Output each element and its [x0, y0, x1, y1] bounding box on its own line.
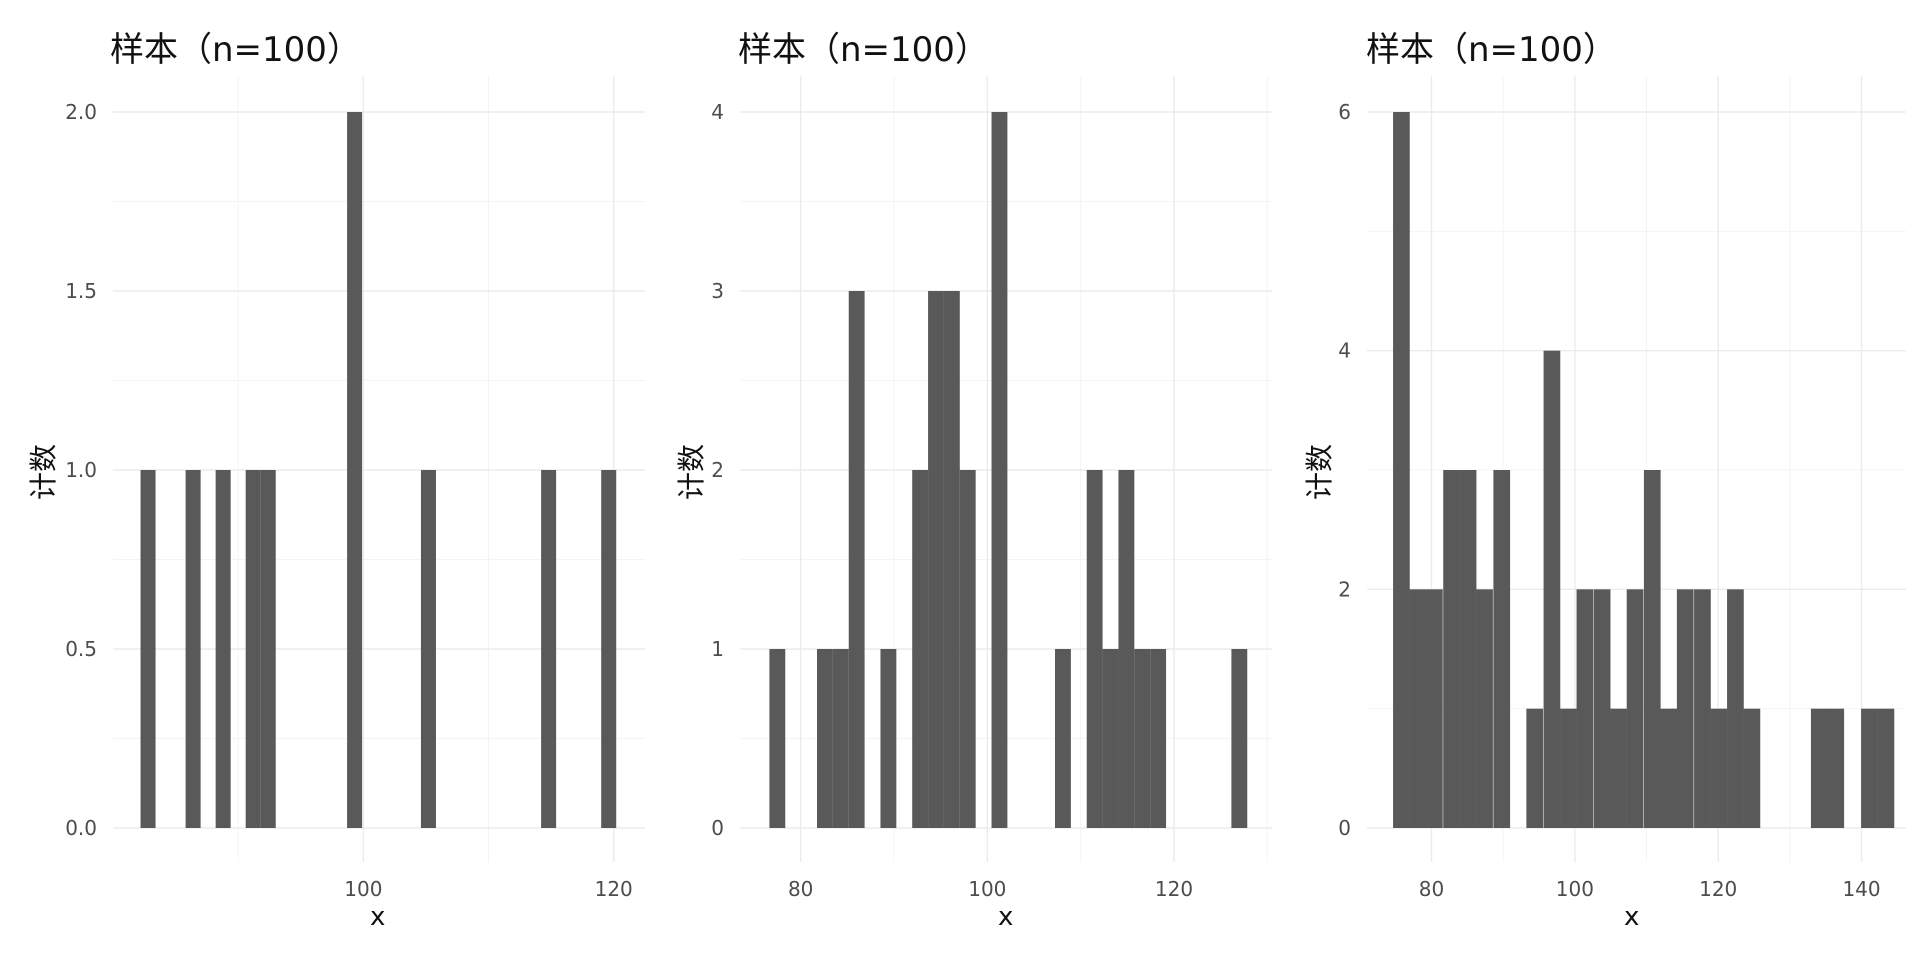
histogram-bar	[880, 649, 897, 828]
panel-title: 样本（n=100）	[110, 30, 361, 70]
histogram-bar	[1493, 470, 1511, 828]
x-axis-label: x	[1624, 902, 1640, 932]
histogram-bar	[991, 112, 1008, 828]
y-tick-label: 1.0	[65, 458, 97, 482]
x-tick-label: 140	[1842, 877, 1880, 901]
y-tick-label: 1	[711, 637, 724, 661]
x-tick-label: 120	[595, 877, 633, 901]
histogram-bar	[245, 470, 261, 828]
histogram-bar	[928, 291, 944, 828]
y-tick-label: 0	[711, 816, 724, 840]
y-tick-label: 0.5	[65, 637, 97, 661]
histogram-bar	[185, 470, 201, 828]
histogram-bar	[1626, 589, 1644, 828]
histogram-bar	[1409, 589, 1427, 828]
x-tick-label: 100	[968, 877, 1006, 901]
panel-title: 样本（n=100）	[738, 30, 989, 70]
y-tick-label: 0	[1338, 816, 1351, 840]
histogram-bar	[1710, 708, 1728, 828]
histogram-bar	[1476, 589, 1493, 828]
y-tick-label: 4	[711, 100, 724, 124]
histogram-bar	[1743, 708, 1761, 828]
y-tick-label: 3	[711, 279, 724, 303]
y-tick-label: 2	[1338, 577, 1351, 601]
histogram-bar	[1118, 470, 1135, 828]
histogram-bar	[260, 470, 276, 828]
x-tick-label: 100	[344, 877, 382, 901]
x-tick-label: 80	[788, 877, 813, 901]
histogram-bar	[1660, 708, 1678, 828]
histogram-bar	[848, 291, 865, 828]
histogram-bar	[215, 470, 231, 828]
histogram-plot-2: 0 1 2 3 4 80 100 120	[711, 76, 1272, 901]
y-tick-label: 0.0	[65, 816, 97, 840]
y-tick-label: 6	[1338, 100, 1351, 124]
histogram-bar	[1526, 708, 1544, 828]
histogram-panel-2: 样本（n=100） 计数 x 0 1 2 3 4 80 100 120	[675, 30, 1272, 932]
x-tick-label: 120	[1155, 877, 1193, 901]
y-tick-label: 4	[1338, 339, 1351, 363]
histogram-bar	[1727, 589, 1744, 828]
histogram-bar	[1150, 649, 1167, 828]
histogram-bar	[769, 649, 786, 828]
x-tick-label: 80	[1419, 877, 1444, 901]
y-tick-label: 2.0	[65, 100, 97, 124]
x-tick-label: 100	[1556, 877, 1594, 901]
histogram-bar	[1393, 112, 1410, 828]
panel-title: 样本（n=100）	[1366, 30, 1617, 70]
y-tick-label: 1.5	[65, 279, 97, 303]
histogram-bar	[1055, 649, 1071, 828]
histogram-bar	[1676, 589, 1694, 828]
histogram-bar	[1086, 470, 1103, 828]
histogram-bar	[1861, 708, 1878, 828]
y-tick-label: 2	[711, 458, 724, 482]
histogram-bar	[1610, 708, 1627, 828]
histogram-bar	[1426, 589, 1443, 828]
histogram-bar	[347, 112, 363, 828]
histogram-bar	[1694, 589, 1711, 828]
histogram-bar	[601, 470, 617, 828]
histogram-bar	[541, 470, 557, 828]
histogram-bar	[1459, 470, 1477, 828]
x-axis-label: x	[998, 902, 1014, 932]
histogram-bar	[1443, 470, 1460, 828]
x-axis-label: x	[370, 902, 386, 932]
histogram-bar	[1877, 708, 1895, 828]
histogram-bar	[1643, 470, 1661, 828]
histogram-bar	[1810, 708, 1828, 828]
histogram-bar	[943, 291, 960, 828]
histogram-bar	[1102, 649, 1119, 828]
histogram-bar	[1593, 589, 1611, 828]
histogram-bar	[817, 649, 833, 828]
histogram-bar	[912, 470, 929, 828]
histogram-bar	[1231, 649, 1248, 828]
histogram-bar	[1134, 649, 1151, 828]
histogram-bar	[140, 470, 156, 828]
histogram-bar	[959, 470, 976, 828]
x-tick-label: 120	[1699, 877, 1737, 901]
histogram-bar	[420, 470, 436, 828]
histogram-bar	[1543, 350, 1561, 828]
histogram-bar	[1576, 589, 1594, 828]
histogram-bar	[1560, 708, 1577, 828]
histogram-bar	[832, 649, 849, 828]
histogram-bar	[1827, 708, 1845, 828]
histogram-panel-1: 样本（n=100） 计数 x 0.0 0.5 1.0 1.5 2.0 100 120	[0, 0, 650, 960]
histogram-plot-1: 0.0 0.5 1.0 1.5 2.0 100 120	[65, 76, 645, 901]
